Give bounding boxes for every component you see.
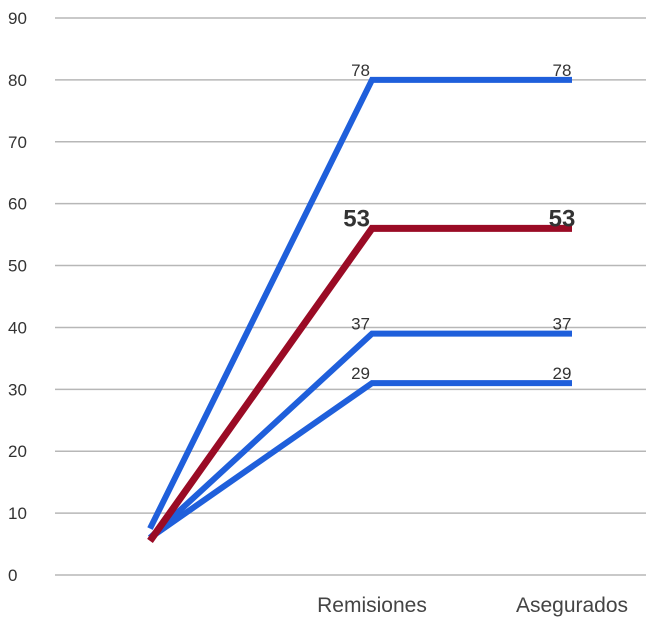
y-tick-label-60: 60 <box>8 195 27 214</box>
y-tick-label-30: 30 <box>8 380 27 399</box>
y-tick-label-20: 20 <box>8 442 27 461</box>
series-line-1 <box>147 76 572 530</box>
y-tick-label-0: 0 <box>8 566 17 585</box>
data-label-3-3: 29 <box>553 364 572 383</box>
data-label-2-2: 37 <box>351 315 370 334</box>
x-tick-label-asegurados: Asegurados <box>516 594 628 617</box>
data-label-4-3: 53 <box>549 205 576 232</box>
data-label-2-3: 37 <box>553 315 572 334</box>
x-tick-label-remisiones: Remisiones <box>317 594 427 617</box>
y-tick-label-90: 90 <box>8 9 27 28</box>
data-label-1-3: 78 <box>553 61 572 80</box>
y-tick-label-40: 40 <box>8 318 27 337</box>
data-label-1-2: 78 <box>351 61 370 80</box>
y-tick-label-70: 70 <box>8 133 27 152</box>
y-tick-label-10: 10 <box>8 504 27 523</box>
data-label-3-2: 29 <box>351 364 370 383</box>
y-tick-label-80: 80 <box>8 71 27 90</box>
y-tick-label-50: 50 <box>8 257 27 276</box>
data-label-4-2: 53 <box>343 205 370 232</box>
